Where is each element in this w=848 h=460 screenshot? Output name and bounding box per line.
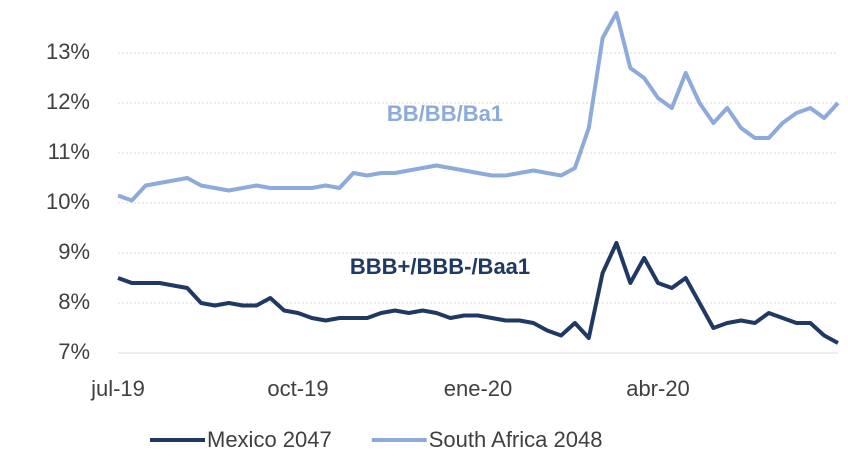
legend-label: South Africa 2048 bbox=[429, 427, 603, 452]
x-tick-label: ene-20 bbox=[444, 376, 513, 401]
annotation: BB/BB/Ba1 bbox=[387, 101, 503, 126]
y-tick-label: 9% bbox=[58, 239, 90, 264]
x-tick-label: oct-19 bbox=[267, 376, 328, 401]
annotation: BBB+/BBB-/Baa1 bbox=[350, 254, 530, 279]
y-tick-label: 11% bbox=[48, 139, 90, 164]
x-tick-label: abr-20 bbox=[626, 376, 690, 401]
line bbox=[117, 11, 840, 203]
line bbox=[117, 241, 839, 345]
y-tick-label: 10% bbox=[46, 189, 90, 214]
y-tick-label: 12% bbox=[46, 89, 90, 114]
x-tick-label: jul-19 bbox=[90, 376, 145, 401]
legend-label: Mexico 2047 bbox=[207, 427, 332, 452]
y-tick-label: 13% bbox=[46, 39, 90, 64]
y-tick-label: 8% bbox=[58, 289, 90, 314]
y-tick-label: 7% bbox=[58, 339, 90, 364]
